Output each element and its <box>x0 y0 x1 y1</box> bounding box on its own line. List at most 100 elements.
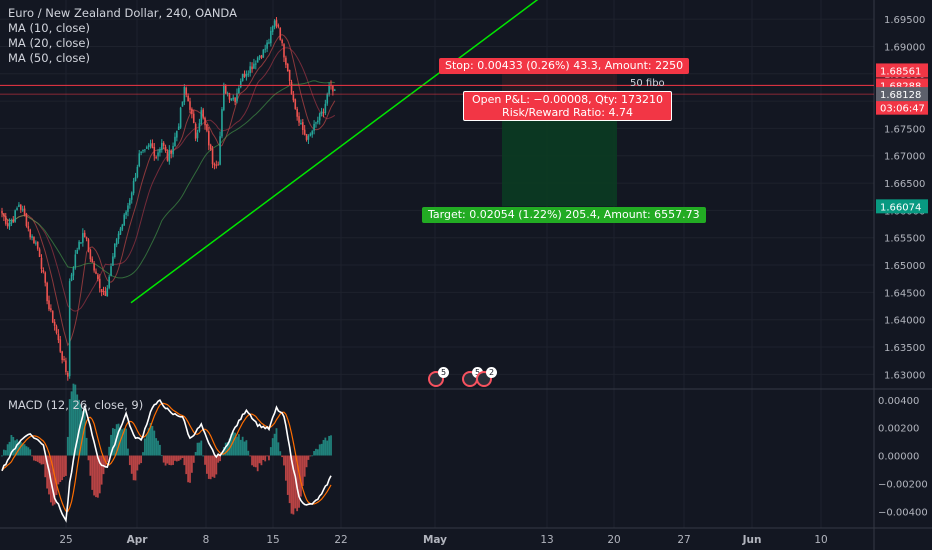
candle-body <box>209 144 212 150</box>
candle-body <box>322 112 325 114</box>
macd-histogram-bar <box>211 455 214 477</box>
candle-body <box>318 113 321 121</box>
macd-histogram-bar <box>258 455 261 464</box>
candle-body <box>266 42 268 49</box>
candle-body <box>46 282 48 302</box>
candle-body <box>208 131 210 146</box>
time-tick-label: 10 <box>814 534 827 546</box>
trend-line <box>130 0 539 304</box>
price-tick-label: 1.67000 <box>884 152 925 163</box>
candle-body <box>192 113 195 124</box>
time-tick-label: Jun <box>742 534 762 546</box>
macd-tick-label: 0.00400 <box>878 396 919 407</box>
macd-histogram-bar <box>72 383 75 456</box>
macd-histogram-bar <box>76 394 79 456</box>
macd-histogram-bar <box>6 444 9 456</box>
candle-body <box>213 163 216 166</box>
macd-histogram-bar <box>66 436 69 456</box>
candle-body <box>155 156 157 158</box>
macd-histogram-bar <box>87 455 90 461</box>
candle-body <box>18 204 20 207</box>
macd-histogram-bar <box>271 438 274 456</box>
macd-histogram-bar <box>200 440 203 456</box>
macd-histogram-bar <box>292 455 295 515</box>
candle-body <box>106 288 109 297</box>
macd-histogram-bar <box>309 455 312 457</box>
macd-histogram-bar <box>307 455 310 460</box>
macd-histogram-bar <box>48 455 50 495</box>
macd-histogram-bar <box>91 455 94 490</box>
time-tick-label: 25 <box>59 534 72 546</box>
macd-histogram-bar <box>164 455 167 466</box>
macd-histogram-bar <box>147 428 150 456</box>
macd-legend[interactable]: MACD (12, 26, close, 9) <box>8 398 144 412</box>
candle-body <box>134 177 137 182</box>
macd-histogram-bar <box>63 455 65 477</box>
macd-pane <box>1 383 332 523</box>
candle-body <box>1 211 3 214</box>
time-tick-label: 15 <box>266 534 279 546</box>
candle-body <box>93 263 95 271</box>
target-label[interactable]: Target: 0.02054 (1.22%) 205.4, Amount: 6… <box>422 207 706 223</box>
macd-histogram-bar <box>51 455 54 506</box>
macd-histogram-bar <box>284 455 287 481</box>
ma50-legend[interactable]: MA (50, close) <box>8 51 90 65</box>
candle-body <box>162 142 165 146</box>
candle-body <box>145 147 148 149</box>
macd-histogram-bar <box>46 455 49 489</box>
event-icon[interactable]: 5 <box>428 367 449 387</box>
macd-histogram-bar <box>29 449 32 456</box>
pnl-label[interactable]: Open P&L: −0.00008, Qty: 173210 Risk/Rew… <box>463 91 672 121</box>
symbol-title[interactable]: Euro / New Zealand Dollar, 240, OANDA <box>8 6 237 20</box>
candle-body <box>228 93 231 100</box>
event-count: 2 <box>486 367 497 378</box>
macd-histogram-bar <box>298 455 300 508</box>
candle-body <box>234 97 236 103</box>
candle-body <box>302 122 304 130</box>
macd-histogram-bar <box>262 455 265 461</box>
macd-histogram-bar <box>95 455 97 498</box>
ma20-legend[interactable]: MA (20, close) <box>8 36 90 50</box>
candle-body <box>151 143 154 148</box>
candle-body <box>292 94 295 101</box>
macd-histogram-bar <box>27 447 30 456</box>
price-tag-label: 1.68128 <box>880 90 921 101</box>
stop-label[interactable]: Stop: 0.00433 (0.26%) 43.3, Amount: 2250 <box>439 58 690 74</box>
macd-histogram-bar <box>136 455 139 471</box>
event-icon[interactable]: 2 <box>476 367 497 387</box>
price-tag-bg <box>876 100 928 115</box>
macd-histogram-bar <box>44 455 47 478</box>
price-tag-label: 1.68561 <box>880 66 921 77</box>
candle-body <box>290 81 293 95</box>
macd-histogram-bar <box>202 455 205 457</box>
ma10-legend[interactable]: MA (10, close) <box>8 21 90 35</box>
candle-body <box>23 208 26 215</box>
macd-histogram-bar <box>275 428 278 456</box>
candle-body <box>275 19 278 26</box>
candle-body <box>307 135 310 140</box>
price-tick-label: 1.63500 <box>884 343 925 354</box>
macd-histogram-bar <box>38 455 41 464</box>
price-tick-label: 1.69000 <box>884 42 925 53</box>
candle-body <box>117 233 120 240</box>
candle-body <box>198 123 201 132</box>
macd-histogram-bar <box>266 455 268 457</box>
candle-body <box>256 57 259 63</box>
macd-histogram-bar <box>151 426 154 456</box>
macd-histogram-bar <box>322 440 325 456</box>
candle-body <box>78 241 80 250</box>
macd-tick-label: 0.00200 <box>878 424 919 435</box>
candle-body <box>181 101 184 107</box>
price-tag-label: 1.66074 <box>880 202 921 213</box>
candle-body <box>25 213 28 226</box>
macd-histogram-bar <box>190 455 193 473</box>
macd-histogram-bar <box>55 455 58 496</box>
candle-body <box>3 213 5 217</box>
candle-body <box>80 242 82 244</box>
macd-histogram-bar <box>85 437 88 456</box>
candle-body <box>309 133 312 136</box>
macd-histogram-bar <box>89 455 92 476</box>
risk-reward-ratio: Risk/Reward Ratio: 4.74 <box>502 106 633 119</box>
macd-tick-label: 0.00000 <box>878 452 919 463</box>
